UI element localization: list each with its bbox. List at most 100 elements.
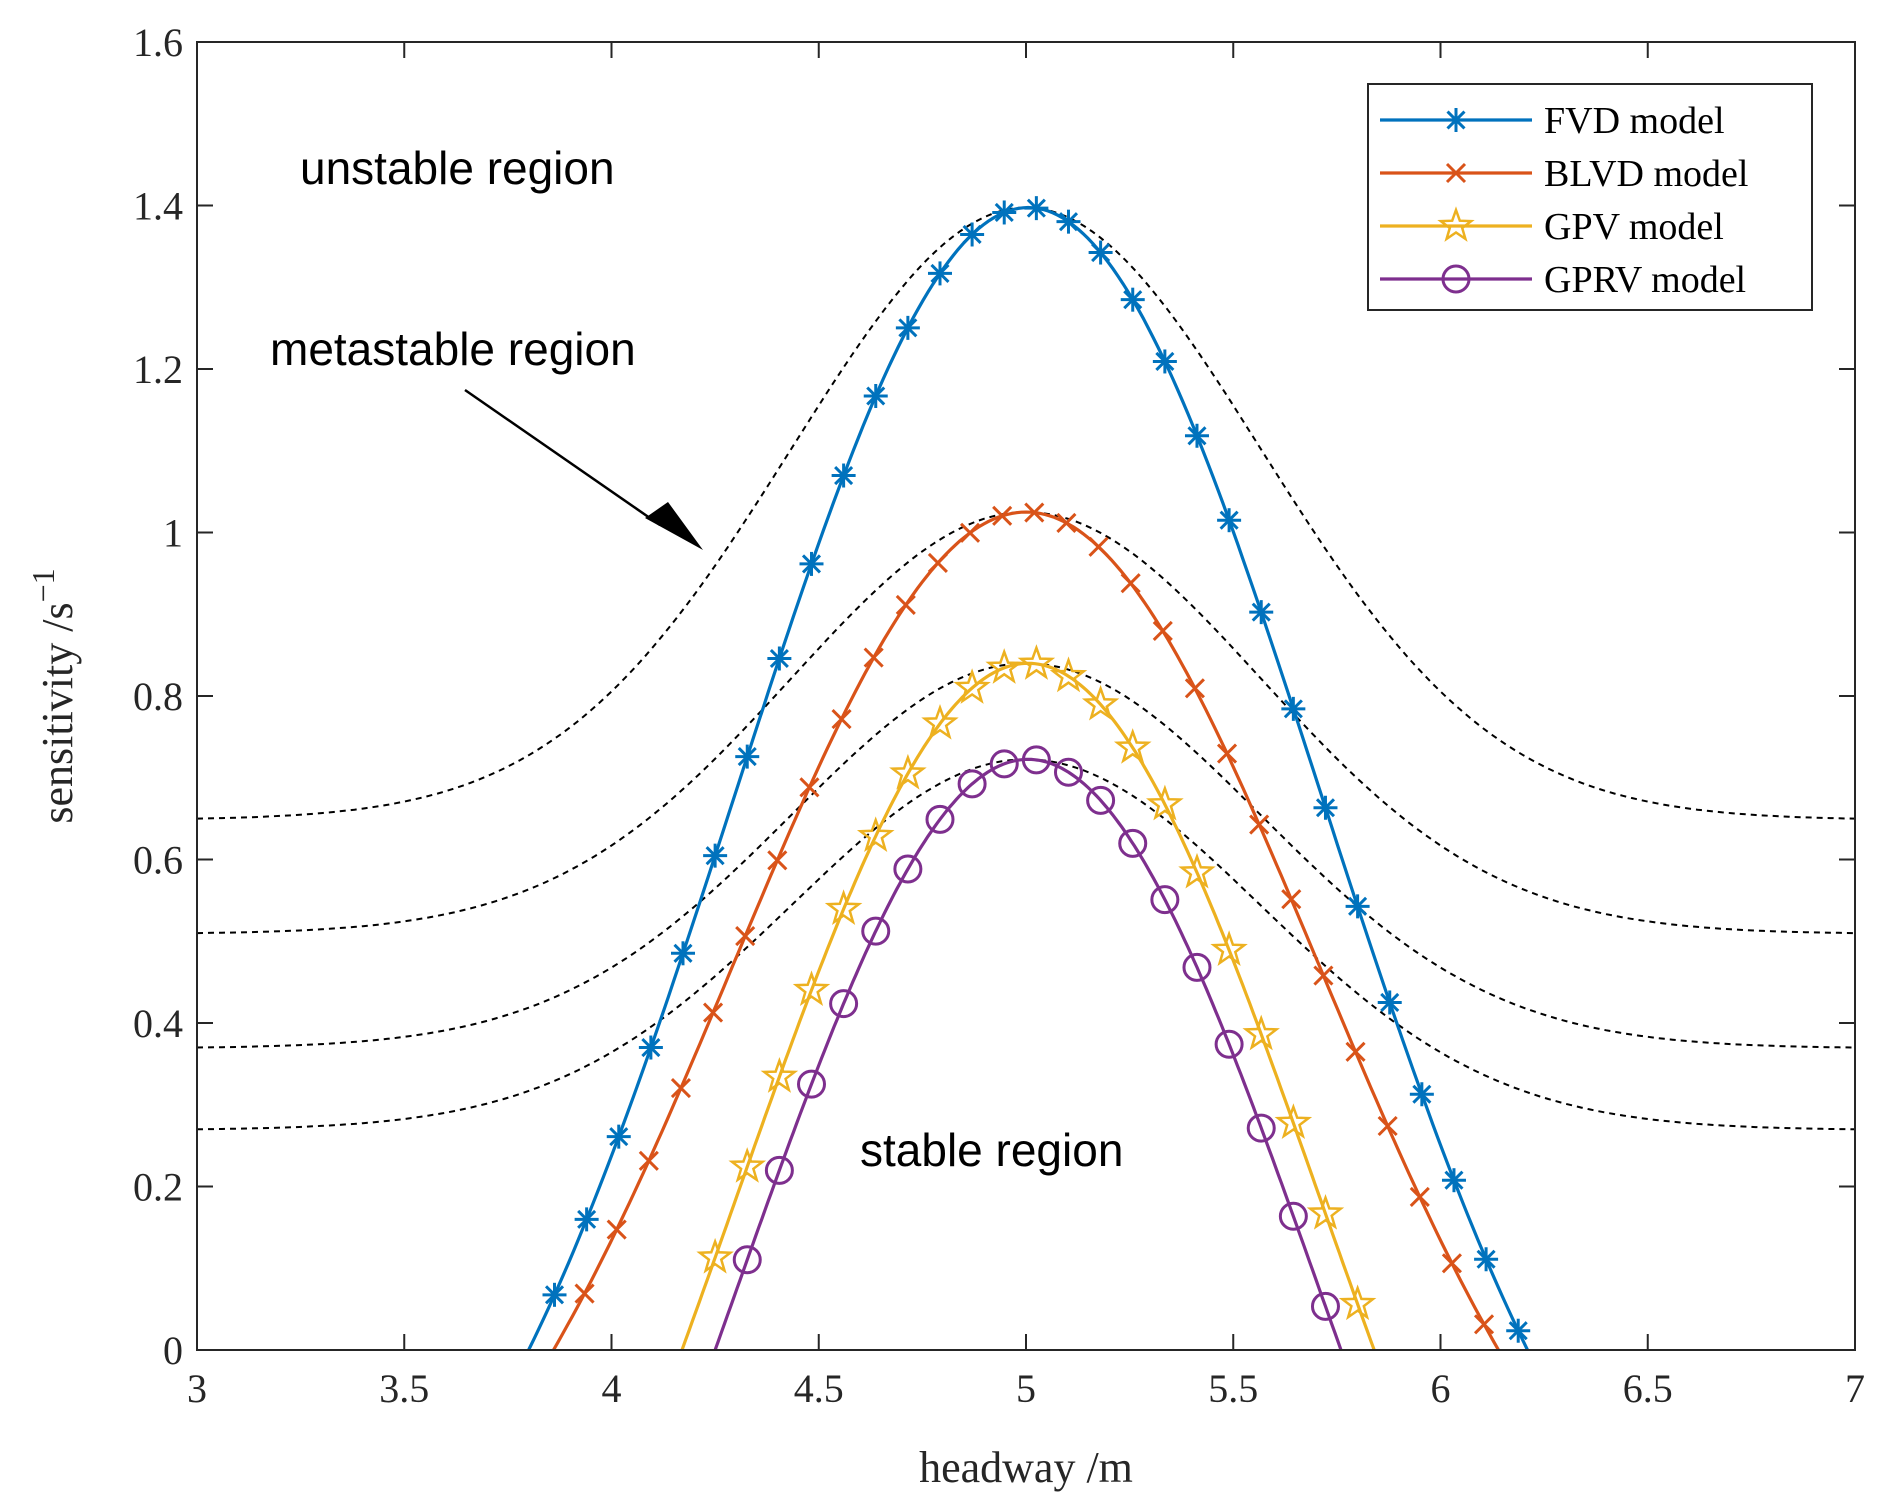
- marker-stroke: [1380, 992, 1400, 1013]
- marker-star: [856, 816, 895, 853]
- y-tick-label: 0.4: [133, 1001, 183, 1046]
- marker-stroke: [1473, 1314, 1495, 1335]
- marker-star: [792, 970, 831, 1006]
- y-axis-ticks: 0 0.2 0.4 0.6 0.8 1 1.2 1.4 1.6: [133, 20, 1855, 1373]
- legend-label: BLVD model: [1544, 153, 1748, 195]
- marker-stroke: [1446, 110, 1466, 130]
- series-line-blvd-model: [552, 510, 1500, 1351]
- marker-star: [1049, 656, 1088, 693]
- marker-circle: [1246, 1113, 1276, 1143]
- marker-star: [921, 703, 959, 740]
- x-tick-label: 5.5: [1208, 1366, 1258, 1411]
- marker-stroke: [898, 318, 918, 338]
- marker-stroke: [1315, 798, 1336, 818]
- marker-stroke: [737, 747, 757, 767]
- marker-circle: [829, 989, 859, 1019]
- marker-circle: [1053, 757, 1083, 787]
- legend-items: FVD model BLVD model GPV model GPRV model: [1380, 100, 1748, 301]
- legend: FVD model BLVD model GPV model GPRV model: [1367, 83, 1813, 311]
- marker-stroke: [1348, 896, 1368, 916]
- marker-star: [1017, 644, 1056, 680]
- y-tick-label: 1: [163, 511, 183, 556]
- x-tick-label: 4: [602, 1366, 622, 1411]
- marker-star: [824, 889, 863, 926]
- legend-item-gprv-model: GPRV model: [1380, 259, 1746, 301]
- annotation-unstable-region: unstable region: [300, 142, 615, 194]
- marker-stroke: [1441, 1253, 1462, 1274]
- metastable-arrow-shaft: [464, 388, 661, 527]
- marker-circle: [796, 1069, 826, 1099]
- marker-stroke: [1056, 512, 1077, 534]
- annotation-metastable-region: metastable region: [270, 323, 636, 375]
- legend-item-fvd-model: FVD model: [1380, 100, 1725, 142]
- marker-stroke: [705, 846, 725, 866]
- series-markers-gprv-model: [732, 745, 1340, 1321]
- legend-item-gpv-model: GPV model: [1380, 206, 1724, 248]
- marker-stroke: [1026, 198, 1046, 218]
- marker-stroke: [1184, 678, 1205, 699]
- marker-stroke: [1058, 212, 1079, 232]
- legend-label: GPRV model: [1544, 259, 1746, 301]
- marker-stroke: [992, 505, 1013, 526]
- marker-stroke: [994, 202, 1014, 223]
- marker-stroke: [1251, 602, 1271, 622]
- marker-stroke: [1123, 290, 1143, 310]
- marker-stroke: [577, 1209, 597, 1229]
- marker-circle: [1118, 828, 1148, 858]
- x-tick-label: 6.5: [1623, 1366, 1673, 1411]
- marker-stroke: [606, 1219, 627, 1240]
- marker-stroke: [863, 647, 884, 668]
- marker-stroke: [641, 1037, 661, 1058]
- marker-stroke: [1313, 965, 1334, 986]
- reference-curve-4: [196, 758, 1856, 1131]
- marker-stroke: [1155, 351, 1175, 371]
- y-tick-label: 0.6: [133, 838, 183, 883]
- marker-stroke: [638, 1150, 659, 1171]
- x-tick-label: 5: [1016, 1366, 1036, 1411]
- marker-circle: [1214, 1029, 1244, 1059]
- marker-star: [760, 1057, 799, 1093]
- marker-star: [985, 648, 1024, 684]
- marker-stroke: [927, 552, 948, 573]
- marker-star: [1081, 684, 1120, 721]
- marker-stroke: [1444, 1170, 1464, 1190]
- marker-circle: [1150, 885, 1180, 915]
- marker-circle: [1441, 264, 1471, 294]
- marker-stroke: [1377, 1115, 1398, 1137]
- metastable-arrow-head: [645, 502, 703, 550]
- legend-item-blvd-model: BLVD model: [1380, 153, 1748, 195]
- marker-star: [1113, 728, 1152, 764]
- series-markers: [542, 196, 1531, 1343]
- y-tick-label: 1.4: [133, 184, 183, 229]
- marker-stroke: [609, 1127, 629, 1147]
- marker-stroke: [1412, 1084, 1432, 1104]
- marker-stroke: [702, 1002, 724, 1023]
- legend-label: FVD model: [1544, 100, 1725, 142]
- marker-stroke: [1409, 1186, 1430, 1207]
- marker-stroke: [962, 224, 982, 245]
- x-tick-label: 7: [1845, 1366, 1865, 1411]
- marker-star: [1274, 1103, 1313, 1140]
- marker-star: [728, 1147, 767, 1183]
- marker-circle: [957, 769, 987, 799]
- marker-circle: [893, 854, 923, 884]
- x-tick-label: 3.5: [379, 1366, 429, 1411]
- marker-stroke: [673, 943, 693, 963]
- marker-star: [1338, 1284, 1377, 1321]
- marker-stroke: [1445, 162, 1467, 184]
- marker-stroke: [1249, 814, 1270, 835]
- marker-star: [889, 753, 927, 790]
- marker-stroke: [1476, 1249, 1496, 1269]
- marker-circle: [1021, 745, 1051, 775]
- marker-stroke: [866, 386, 886, 406]
- x-tick-label: 6: [1431, 1366, 1451, 1411]
- series-markers-fvd-model: [542, 196, 1531, 1343]
- x-axis-ticks: 3 3.5 4 4.5 5 5.5 6 6.5 7: [187, 42, 1865, 1411]
- annotation-stable-region: stable region: [860, 1124, 1123, 1176]
- marker-stroke: [544, 1285, 565, 1305]
- y-tick-label: 0: [163, 1328, 183, 1373]
- marker-star: [1242, 1014, 1280, 1051]
- marker-stroke: [1152, 620, 1173, 641]
- marker-circle: [1182, 952, 1212, 982]
- marker-stroke: [959, 522, 981, 543]
